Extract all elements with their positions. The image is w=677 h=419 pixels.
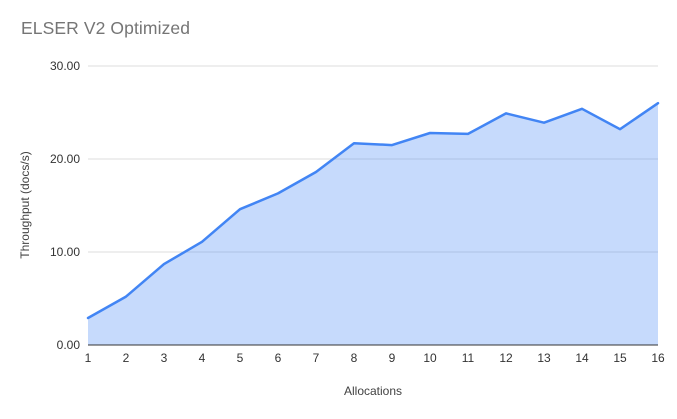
x-tick-label: 6 xyxy=(275,351,282,365)
y-tick-label: 30.00 xyxy=(50,59,80,73)
x-tick-label: 7 xyxy=(313,351,320,365)
y-tick-label: 0.00 xyxy=(57,338,81,352)
x-tick-label: 13 xyxy=(537,351,551,365)
x-tick-label: 12 xyxy=(499,351,513,365)
x-tick-label: 11 xyxy=(462,351,475,365)
x-tick-label: 8 xyxy=(351,351,358,365)
y-tick-label: 20.00 xyxy=(50,152,80,166)
x-tick-label: 10 xyxy=(423,351,437,365)
x-tick-label: 16 xyxy=(651,351,665,365)
series-area-fill xyxy=(88,103,658,345)
x-tick-label: 5 xyxy=(237,351,244,365)
y-tick-label: 10.00 xyxy=(50,245,80,259)
x-tick-label: 9 xyxy=(389,351,396,365)
x-tick-label: 15 xyxy=(613,351,627,365)
series-line xyxy=(86,101,660,320)
x-tick-label: 3 xyxy=(161,351,168,365)
x-tick-label: 4 xyxy=(199,351,206,365)
x-tick-label: 2 xyxy=(123,351,130,365)
chart-title: ELSER V2 Optimized xyxy=(21,18,191,38)
x-axis-title: Allocations xyxy=(343,384,403,398)
x-tick-label: 14 xyxy=(575,351,589,365)
x-tick-label: 1 xyxy=(85,351,92,365)
